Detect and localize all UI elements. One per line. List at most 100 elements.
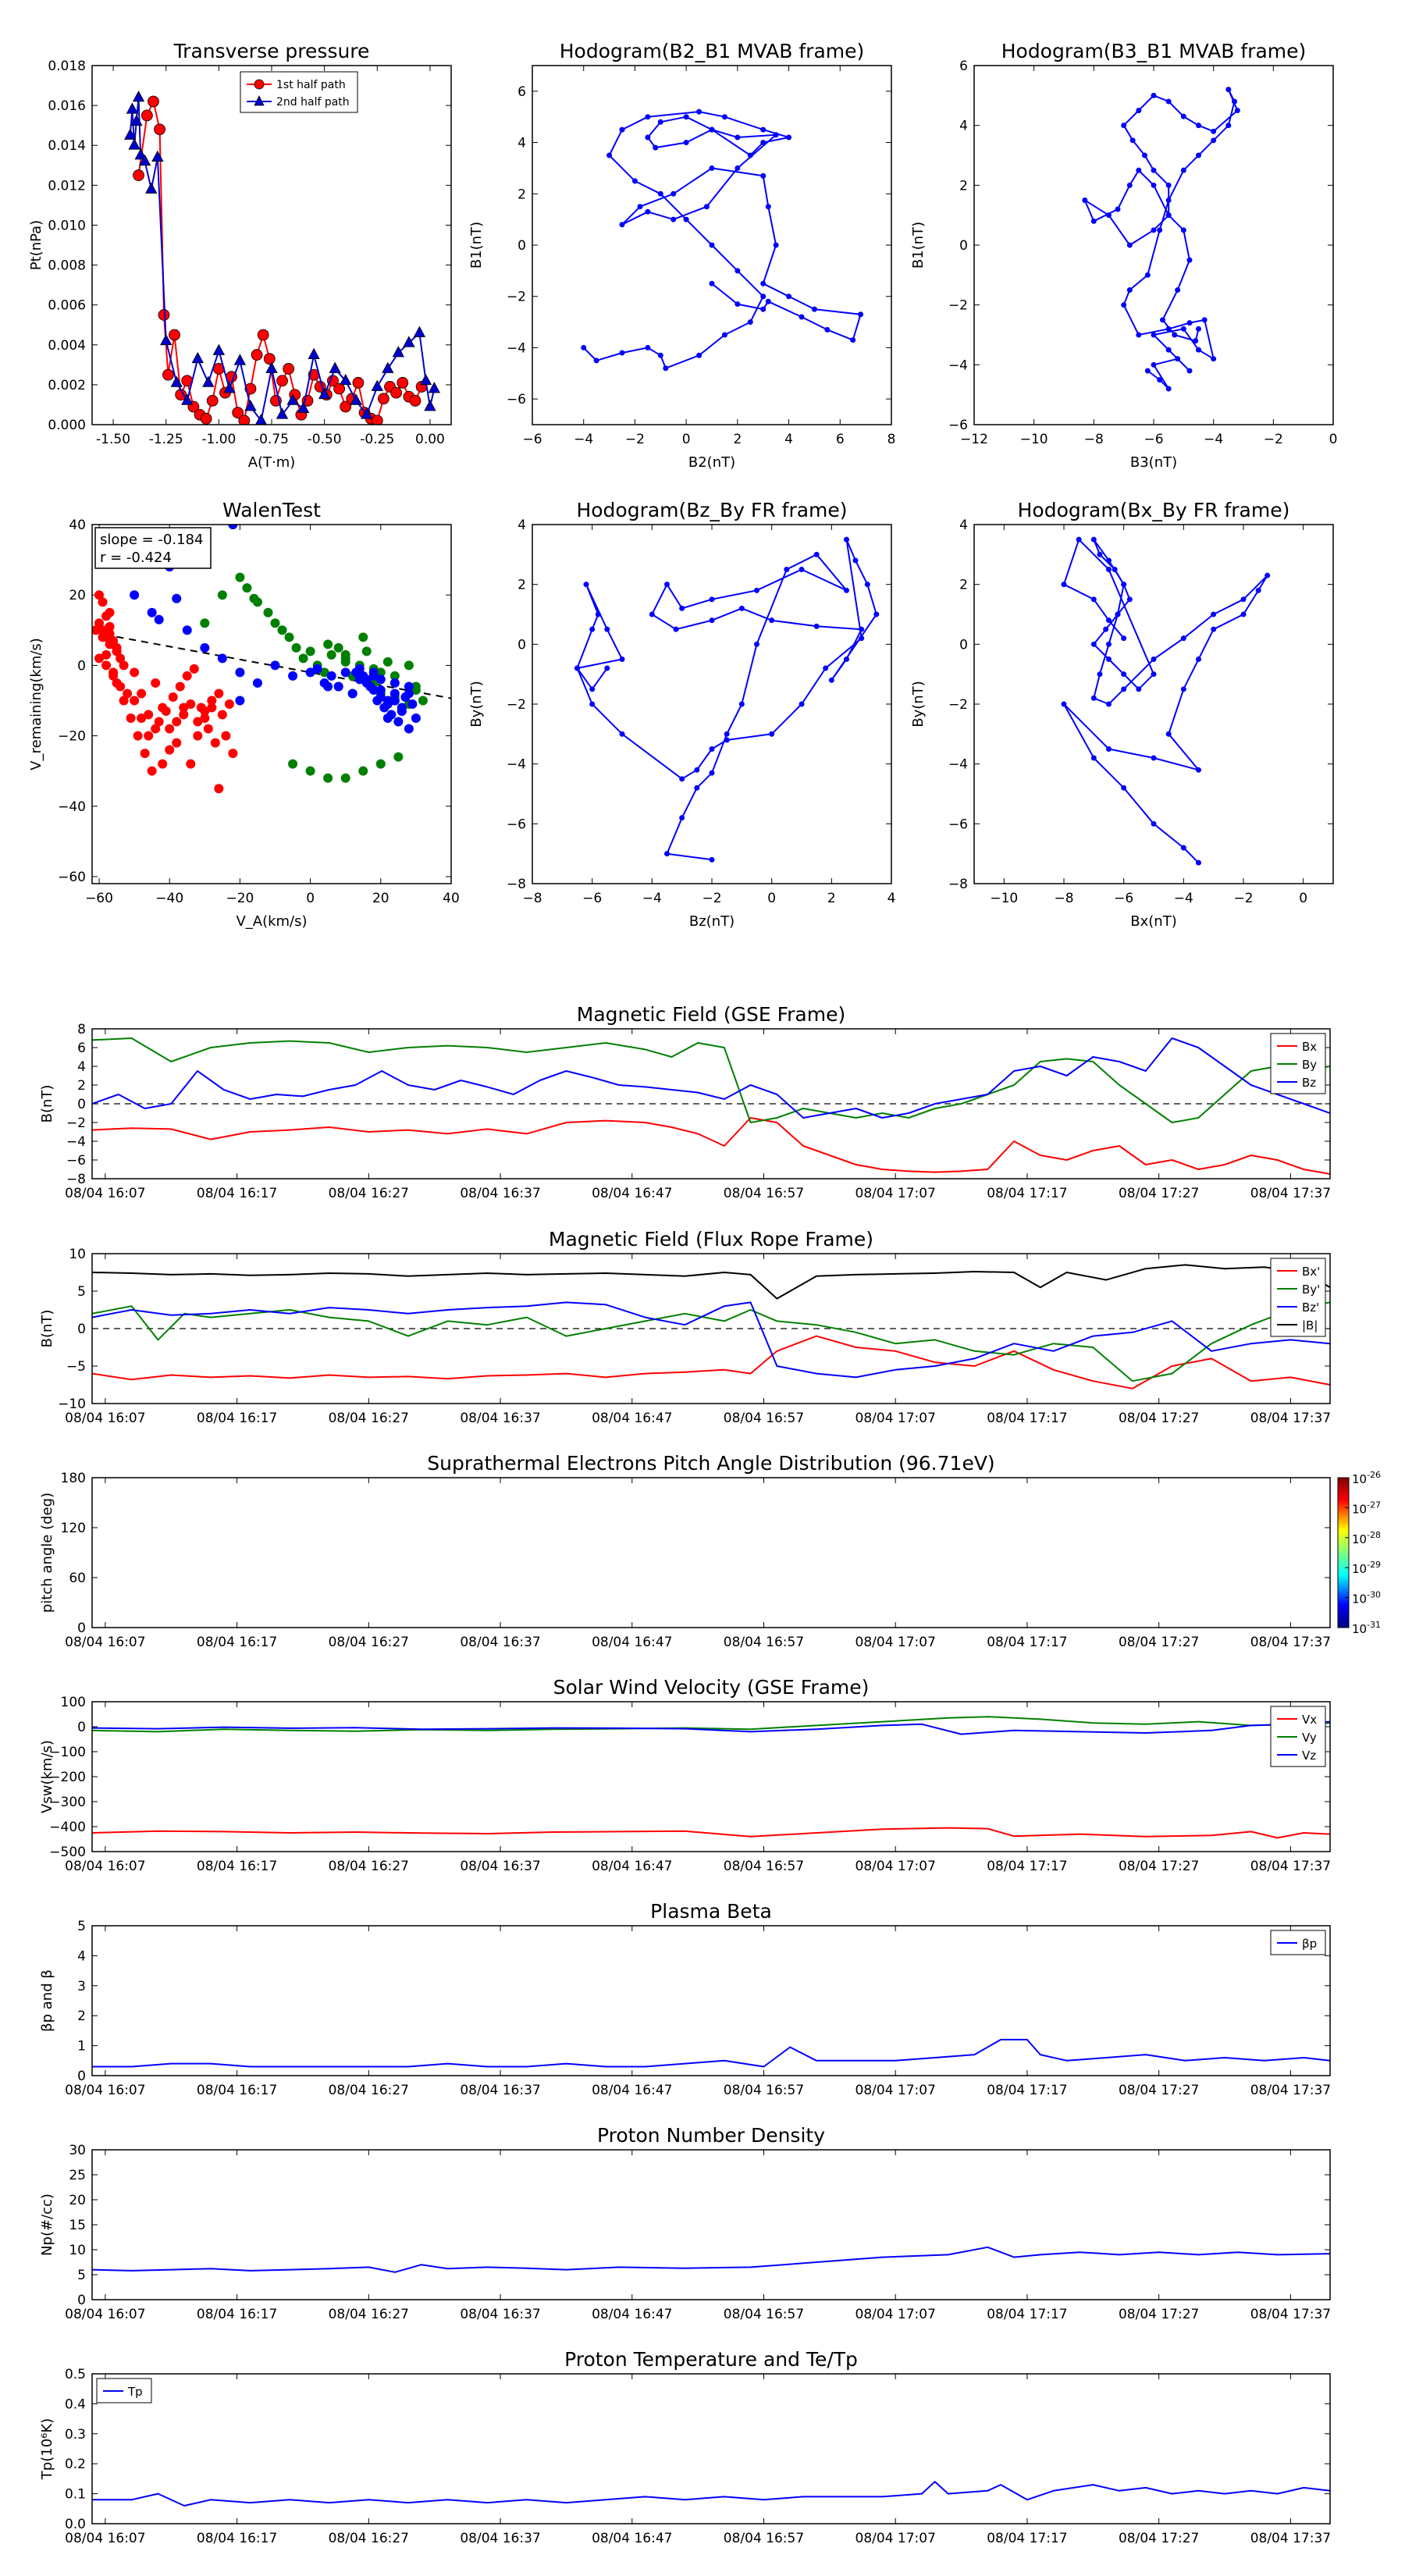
colorbar [1337,1477,1350,1628]
y-tick-label: −40 [58,799,86,815]
data-point [340,400,352,413]
y-axis-label: Tp(10⁶K) [39,2418,55,2480]
data-point [1151,332,1157,338]
x-tick-label: 08/04 16:47 [592,1411,672,1426]
data-point [151,678,161,688]
data-point [1180,227,1186,233]
data-point [773,132,779,138]
y-tick-label: −500 [49,1845,86,1860]
axes-frame [532,65,892,425]
data-point [151,150,164,162]
chart-title: Plasma Beta [650,1900,772,1923]
data-point [589,701,596,707]
data-point [379,703,389,713]
series-0 [574,536,880,863]
x-tick-label: 08/04 17:37 [1250,1411,1331,1426]
data-point [352,376,365,389]
data-point [769,617,775,624]
data-point [305,667,315,678]
data-point [1151,361,1157,368]
data-point [193,717,203,727]
data-point [673,626,679,632]
data-point [288,671,298,681]
data-point [1106,746,1112,752]
x-tick-label: 08/04 17:37 [1250,2307,1331,2322]
y-tick-label: −400 [49,1820,86,1835]
data-point [98,597,108,607]
data-point [1225,87,1232,93]
data-point [347,688,357,699]
data-point [200,713,210,724]
data-point [397,376,409,389]
data-point [389,671,400,681]
data-point [1106,212,1112,219]
data-point [1144,368,1151,374]
x-tick-label: 08/04 17:27 [1119,1186,1199,1201]
series-1 [200,525,428,783]
data-point [694,785,700,791]
data-point [754,587,759,593]
data-point [375,667,386,678]
data-point [619,731,625,737]
legend-label: By [1302,1058,1317,1072]
data-point [119,660,129,671]
data-point [382,361,394,373]
y-tick-label: 0.014 [48,138,86,154]
chart-title: WalenTest [222,499,321,521]
data-point [108,667,119,678]
data-point [94,590,105,600]
data-point [140,749,150,759]
data-point [233,354,247,365]
x-tick-label: 08/04 16:57 [724,1635,804,1650]
x-tick-label: 08/04 17:17 [987,1635,1067,1650]
x-tick-label: 08/04 17:27 [1119,2531,1199,2546]
y-tick-label: −2 [948,298,968,314]
data-point [154,717,164,727]
x-tick-label: 8 [887,432,896,447]
data-point [1165,731,1172,737]
data-point [653,144,659,151]
x-tick-label: -1.25 [149,432,183,447]
data-point [165,745,175,755]
data-point [133,731,143,741]
x-tick-label: -0.50 [308,432,342,447]
data-point [340,649,350,660]
colorbar-tick-label: 10-28 [1352,1530,1381,1546]
y-tick-label: 6 [518,84,526,100]
data-point [94,618,105,628]
annotation-box [94,527,212,569]
data-point [368,685,379,695]
data-point [333,681,343,692]
data-point [126,713,136,724]
data-point [735,301,741,308]
y-tick-label: 2 [77,1078,86,1094]
data-point [1151,92,1157,98]
data-point [1090,218,1097,224]
colorbar-exponent: -26 [1367,1470,1381,1480]
data-point [799,314,805,320]
y-tick-label: 20 [69,2193,86,2208]
y-tick-label: −10 [58,1397,86,1412]
data-point [1106,557,1112,564]
data-point [786,294,792,300]
y-tick-label: 6 [959,59,968,74]
data-point [206,394,219,407]
data-point [589,626,596,632]
y-tick-label: 0.3 [65,2427,86,2443]
colorbar-exponent: -30 [1367,1590,1381,1600]
series-0 [92,1335,1330,1389]
y-tick-label: 0.1 [65,2487,86,2503]
legend-label: Bx' [1302,1265,1320,1279]
data-point [709,617,715,624]
x-tick-label: −6 [582,891,602,906]
y-tick-label: 4 [518,518,526,533]
data-point [1106,641,1112,647]
y-tick-label: −4 [948,358,968,373]
data-point [724,731,730,737]
legend-label: Bz [1302,1076,1316,1090]
data-point [323,773,333,783]
y-tick-label: 0.000 [48,418,86,433]
data-point [169,329,180,341]
x-tick-label: 08/04 16:27 [329,1411,409,1426]
x-tick-label: 08/04 17:37 [1250,1859,1331,1874]
